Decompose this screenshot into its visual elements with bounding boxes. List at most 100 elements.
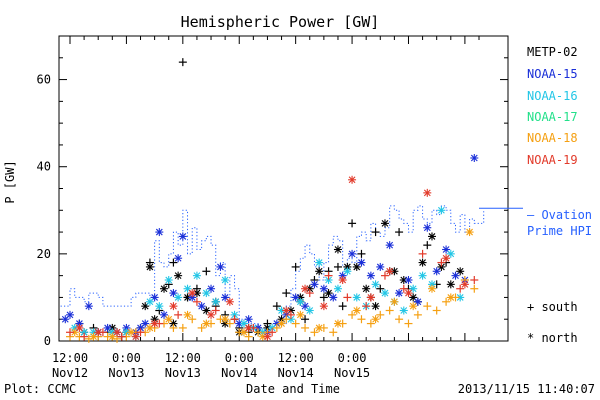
marker-asterisk [160,284,169,293]
marker-asterisk [150,319,159,328]
marker-plus [399,284,408,293]
marker-plus [380,271,389,280]
marker-asterisk [333,284,342,293]
marker-plus [282,315,291,324]
marker-asterisk [305,306,314,315]
marker-plus [395,228,404,237]
marker-asterisk [427,284,436,293]
chart-title: Hemispheric Power [GW] [181,13,380,31]
marker-plus [432,306,441,315]
marker-asterisk [380,289,389,298]
y-tick-label: 40 [37,160,51,174]
marker-asterisk [239,319,248,328]
x-tick-time-label: 12:00 [278,351,314,365]
marker-plus [225,319,234,328]
marker-asterisk [333,245,342,254]
marker-plus [272,302,281,311]
marker-plus [423,302,432,311]
legend-ovation-line2: Prime HPI [527,224,592,238]
marker-plus [418,249,427,258]
marker-asterisk [174,293,183,302]
marker-plus [338,302,347,311]
marker-plus [305,289,314,298]
marker-asterisk [437,206,446,215]
marker-asterisk [315,323,324,332]
marker-asterisk [371,302,380,311]
marker-plus [136,328,145,337]
x-axis: 12:00Nov120:00Nov1312:00Nov130:00Nov1412… [52,36,480,380]
marker-asterisk [348,175,357,184]
marker-plus [423,241,432,250]
legend-item-metp02: METP-02 [527,45,578,59]
marker-plus [385,306,394,315]
marker-plus [376,284,385,293]
marker-asterisk [277,319,286,328]
marker-asterisk [174,271,183,280]
marker-asterisk [404,289,413,298]
marker-asterisk [333,319,342,328]
marker-asterisk [404,276,413,284]
marker-asterisk [301,284,310,293]
marker-asterisk [263,332,272,341]
legend: METP-02 NOAA-15 NOAA-16 NOAA-17 NOAA-18 … [527,45,592,345]
marker-asterisk [413,297,422,306]
marker-asterisk [470,154,479,162]
marker-asterisk [94,328,103,337]
marker-plus [404,319,413,328]
marker-plus [202,267,211,276]
marker-asterisk [366,293,375,302]
marker-asterisk [399,306,408,315]
marker-asterisk [155,302,164,311]
marker-asterisk [329,293,338,302]
marker-plus [244,332,253,341]
marker-asterisk [460,280,469,289]
marker-plus [371,228,380,237]
marker-asterisk [84,302,93,311]
legend-item-noaa18: NOAA-18 [527,131,578,145]
marker-plus [456,284,465,293]
marker-asterisk [131,332,140,341]
marker-plus [324,271,333,280]
x-tick-date-label: Nov13 [165,366,201,380]
marker-asterisk [366,271,375,280]
marker-asterisk [442,245,451,254]
marker-plus [188,315,197,324]
footer-plot-source: Plot: CCMC [4,382,76,396]
marker-plus [174,310,183,319]
marker-asterisk [418,271,427,280]
marker-plus [80,332,89,341]
marker-plus [348,219,357,228]
marker-asterisk [465,228,474,237]
marker-plus [211,306,220,315]
x-tick-date-label: Nov12 [52,366,88,380]
x-tick-time-label: 0:00 [338,351,367,365]
marker-asterisk [418,258,427,267]
legend-item-noaa17: NOAA-17 [527,110,578,124]
marker-asterisk [296,310,305,319]
marker-plus [376,310,385,319]
marker-plus [470,284,479,293]
marker-asterisk [371,280,380,289]
marker-asterisk [315,267,324,276]
marker-asterisk [216,262,225,271]
marker-asterisk [380,219,389,228]
data-markers [61,58,479,343]
marker-asterisk [357,258,366,267]
x-tick-date-label: Nov14 [221,366,257,380]
marker-asterisk [174,254,183,263]
legend-ovation-line1: — Ovation [527,208,592,222]
marker-asterisk [192,271,201,280]
marker-asterisk [188,289,197,298]
marker-plus [357,249,366,258]
marker-plus [442,297,451,306]
marker-asterisk [225,297,234,306]
marker-plus [413,310,422,319]
marker-plus [268,328,277,337]
y-tick-label: 0 [44,334,51,348]
marker-plus [301,323,310,332]
marker-asterisk [348,249,357,258]
marker-plus [357,315,366,324]
marker-asterisk [221,315,230,324]
x-tick-time-label: 0:00 [225,351,254,365]
